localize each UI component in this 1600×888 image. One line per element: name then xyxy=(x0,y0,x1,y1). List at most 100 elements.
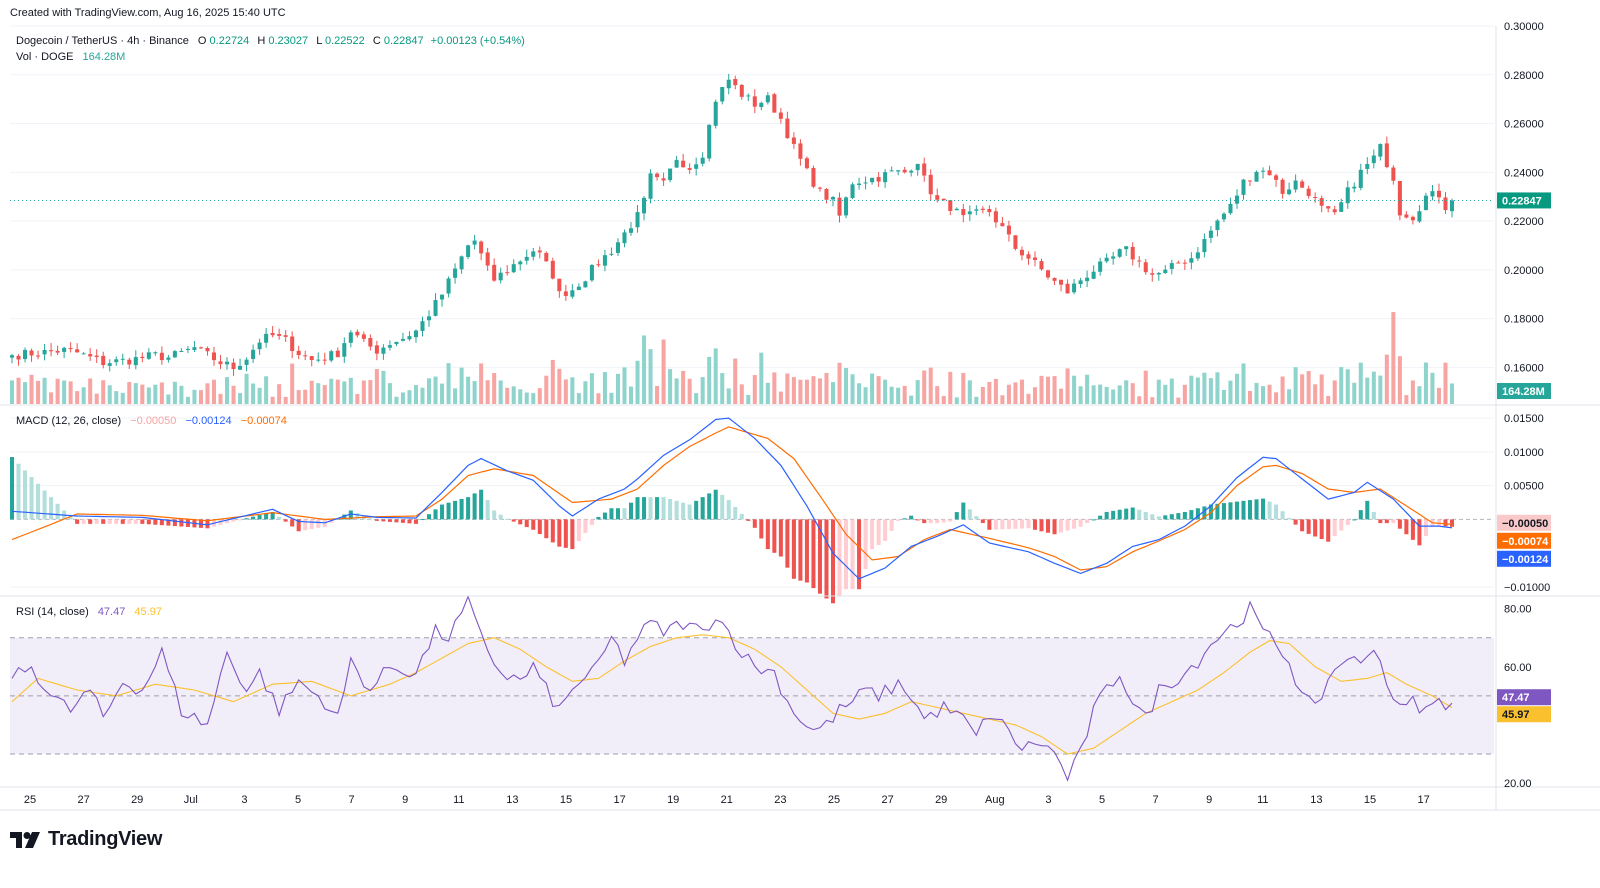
volume-bar xyxy=(394,396,399,404)
candle-body xyxy=(1026,254,1031,259)
candle-body xyxy=(1098,261,1103,272)
macd-tick-label: 0.01500 xyxy=(1504,413,1544,425)
macd-hist-bar xyxy=(1156,516,1161,520)
macd-hist-bar xyxy=(602,512,607,520)
volume-bar xyxy=(531,393,536,404)
volume-bar xyxy=(153,384,158,404)
macd-hist-bar xyxy=(459,498,464,520)
volume-bar xyxy=(453,388,458,404)
macd-hist-bar xyxy=(1280,511,1285,520)
macd-hist-bar xyxy=(309,519,314,530)
volume-bar xyxy=(251,383,256,404)
candle-body xyxy=(720,87,725,102)
macd-hist-bar xyxy=(974,516,979,520)
tradingview-logo[interactable]: TradingView xyxy=(10,828,162,851)
candle-body xyxy=(381,347,386,354)
rsi-line xyxy=(11,594,1453,782)
macd-hist-bar xyxy=(81,519,86,524)
candle-body xyxy=(329,351,334,361)
candle-body xyxy=(628,228,634,233)
candle-body xyxy=(1417,211,1422,222)
legend-volume: Vol · DOGE 164.28M xyxy=(16,51,125,63)
volume-bar xyxy=(765,382,770,404)
macd-hist-bar xyxy=(707,493,712,520)
candle-body xyxy=(785,118,790,139)
macd-hist-bar xyxy=(420,519,425,521)
candle-body xyxy=(159,352,164,361)
macd-hist-bar xyxy=(1000,519,1005,530)
time-axis[interactable]: 25 27 29 Jul 3 5 7 9 11 13 15 17 19 21 23 25 27 29 Aug 3 5 7 9… xyxy=(24,794,1430,806)
volume-bar xyxy=(140,384,145,404)
candle-body xyxy=(231,362,236,370)
macd-hist-bar xyxy=(583,519,588,534)
candle-body xyxy=(1202,239,1207,253)
candle-body xyxy=(993,211,998,223)
candle-body xyxy=(322,359,327,361)
macd-hist-bar xyxy=(140,519,145,524)
candle-body xyxy=(120,358,125,360)
macd-hist-bar xyxy=(101,519,106,524)
time-tick-label: 9 xyxy=(1206,794,1212,806)
price-tick-label: 0.20000 xyxy=(1504,265,1544,277)
volume-bar xyxy=(127,382,132,404)
volume-bar xyxy=(1189,375,1194,404)
candle-body xyxy=(361,334,366,339)
candle-body xyxy=(1234,195,1239,204)
macd-hist-bar xyxy=(1013,519,1018,529)
volume-bar xyxy=(1150,397,1155,404)
time-tick-label: 9 xyxy=(402,794,408,806)
volume-bar xyxy=(544,375,549,404)
macd-signal-badge: −0.00074 xyxy=(1502,536,1549,548)
macd-signal-line xyxy=(11,426,1453,571)
candle-body xyxy=(94,355,99,358)
rsi-ma-badge-bg xyxy=(1497,706,1551,723)
macd-hist-bar xyxy=(1378,519,1383,524)
candle-body xyxy=(1319,198,1324,206)
volume-bar xyxy=(277,384,282,404)
candle-body xyxy=(713,101,718,126)
macd-hist-bar xyxy=(928,519,933,524)
volume-bar xyxy=(1241,363,1246,404)
pane-separators xyxy=(0,26,1600,811)
candle-body xyxy=(374,345,379,354)
candle-body xyxy=(198,347,203,349)
candle-body xyxy=(1032,257,1038,260)
candle-body xyxy=(1176,262,1181,264)
macd-hist-bar xyxy=(290,519,295,527)
volume-bar xyxy=(576,393,581,404)
candle-body xyxy=(700,157,705,164)
macd-hist-bar xyxy=(394,519,399,523)
volume-bar xyxy=(1098,384,1103,404)
macd-hist-bar xyxy=(1410,519,1415,540)
candle-body xyxy=(1261,170,1266,172)
legend-o-label: O xyxy=(198,35,207,47)
macd-hist-bar xyxy=(1026,519,1031,529)
macd-hist-bar xyxy=(922,519,927,524)
candle-body xyxy=(615,242,620,253)
volume-bar xyxy=(563,379,568,404)
time-tick-label: 19 xyxy=(667,794,679,806)
macd-hist-bar xyxy=(1202,506,1207,520)
volume-bar xyxy=(694,393,699,404)
candle-body xyxy=(694,164,699,169)
volume-bar xyxy=(413,385,419,404)
macd-hist-bar xyxy=(1339,519,1344,531)
volume-bar xyxy=(1045,376,1051,404)
macd-hist-bar xyxy=(453,500,458,520)
candle-body xyxy=(687,168,692,170)
candle-body xyxy=(1449,200,1455,212)
volume-bar xyxy=(720,373,725,404)
macd-hist-bar xyxy=(824,519,829,599)
volume-bar xyxy=(967,380,972,404)
time-tick-label: 3 xyxy=(241,794,247,806)
volume-badge-bg xyxy=(1497,383,1551,399)
candle-body xyxy=(479,241,484,254)
macd-hist-bar xyxy=(655,497,660,520)
candle-body xyxy=(485,252,490,266)
price-axis[interactable]: 0.30000 0.28000 0.26000 0.24000 0.22000 0.200… xyxy=(1504,21,1550,790)
time-tick-label: 13 xyxy=(1310,794,1322,806)
candle-body xyxy=(55,350,60,353)
macd-hist-bar xyxy=(935,519,940,524)
macd-hist-bar xyxy=(915,519,920,521)
